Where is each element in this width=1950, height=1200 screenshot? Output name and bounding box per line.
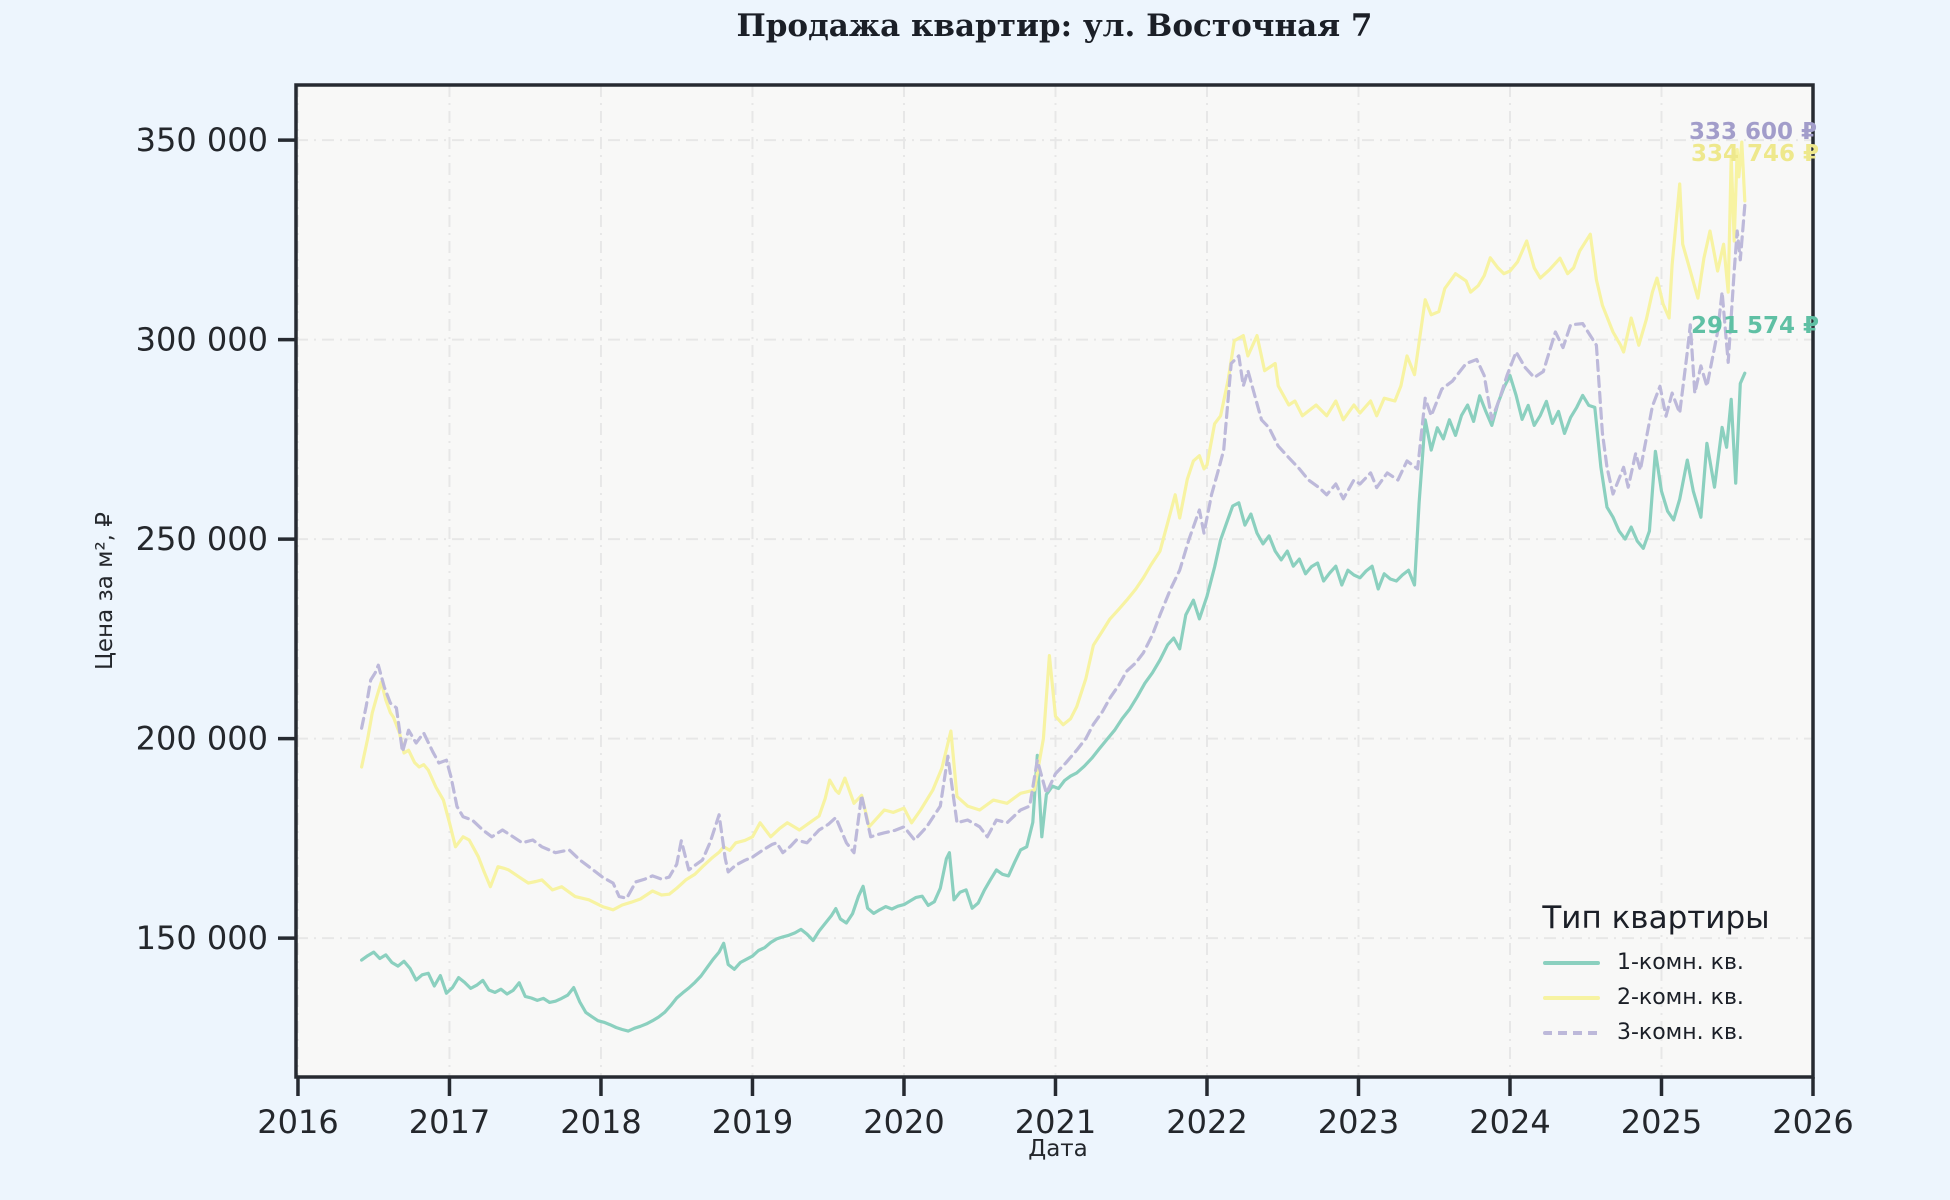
x-tick-label-2018: 2018	[560, 1103, 641, 1141]
chart-title: Продажа квартир: ул. Восточная 7	[736, 8, 1373, 44]
x-tick-label-2022: 2022	[1166, 1103, 1247, 1141]
x-tick-label-2021: 2021	[1015, 1103, 1096, 1141]
annotation-last-price-3: 291 574 ₽	[1691, 313, 1819, 339]
x-tick-label-2025: 2025	[1621, 1103, 1702, 1141]
legend-items: 1-комн. кв. 2-комн. кв. 3-комн. кв.	[1505, 945, 1807, 1050]
annotation-last-price-1: 333 600 ₽	[1689, 119, 1817, 145]
legend-item-1-rooms: 1-комн. кв.	[1505, 945, 1807, 980]
y-tick-label-350000: 350 000	[136, 121, 268, 159]
x-tick-label-2024: 2024	[1469, 1103, 1550, 1141]
x-tick-label-2026: 2026	[1772, 1103, 1853, 1141]
legend-line-swatch	[1543, 960, 1600, 965]
legend-label: 3-комн. кв.	[1617, 1020, 1744, 1045]
legend: Тип квартиры 1-комн. кв. 2-комн. кв. 3-ком…	[1505, 900, 1807, 1050]
legend-item-3-rooms: 3-комн. кв.	[1505, 1015, 1807, 1050]
legend-line-swatch	[1543, 1030, 1600, 1035]
legend-label: 1-комн. кв.	[1617, 950, 1744, 975]
x-tick-label-2020: 2020	[863, 1103, 944, 1141]
y-tick-label-200000: 200 000	[136, 720, 268, 758]
y-tick-label-150000: 150 000	[136, 919, 268, 957]
series-line-1-rooms	[360, 371, 1747, 1033]
x-axis-label: Дата	[1028, 1136, 1088, 1162]
y-tick-label-250000: 250 000	[136, 520, 268, 558]
x-tick-label-2017: 2017	[409, 1103, 490, 1141]
x-tick-label-2019: 2019	[712, 1103, 793, 1141]
legend-title: Тип квартиры	[1542, 900, 1770, 936]
legend-item-2-rooms: 2-комн. кв.	[1505, 980, 1807, 1015]
legend-line-swatch	[1543, 995, 1600, 1000]
x-tick-label-2023: 2023	[1318, 1103, 1399, 1141]
y-tick-label-300000: 300 000	[136, 321, 268, 359]
series-line-3-rooms	[360, 203, 1747, 900]
series-line-2-rooms	[360, 140, 1747, 912]
annotation-last-price-2: 334 746 ₽	[1691, 141, 1819, 167]
y-axis-label: Цена за м², ₽	[92, 512, 118, 670]
legend-label: 2-комн. кв.	[1617, 985, 1744, 1010]
x-tick-label-2016: 2016	[257, 1103, 338, 1141]
